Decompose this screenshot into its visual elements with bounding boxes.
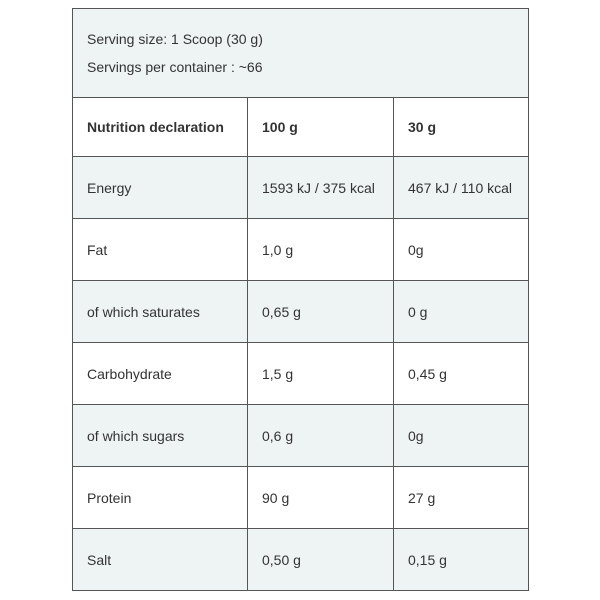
row-value-30g: 27 g [393, 466, 529, 529]
table-row-fat: Fat 1,0 g 0g [72, 218, 529, 281]
row-label: of which saturates [72, 280, 248, 343]
row-value-30g: 0,15 g [393, 528, 529, 591]
row-value-100g: 1593 kJ / 375 kcal [247, 156, 394, 219]
row-label: Protein [72, 466, 248, 529]
table-row-carbohydrate: Carbohydrate 1,5 g 0,45 g [72, 342, 529, 405]
row-label: Fat [72, 218, 248, 281]
serving-info-row: Serving size: 1 Scoop (30 g) Servings pe… [72, 8, 529, 98]
row-label: Salt [72, 528, 248, 591]
row-value-30g: 0,45 g [393, 342, 529, 405]
row-value-30g: 467 kJ / 110 kcal [393, 156, 529, 219]
table-row-protein: Protein 90 g 27 g [72, 466, 529, 529]
row-value-100g: 0,65 g [247, 280, 394, 343]
table-row-salt: Salt 0,50 g 0,15 g [72, 528, 529, 591]
table-row-sugars: of which sugars 0,6 g 0g [72, 404, 529, 467]
table-row-energy: Energy 1593 kJ / 375 kcal 467 kJ / 110 k… [72, 156, 529, 219]
row-value-30g: 0g [393, 404, 529, 467]
row-value-100g: 1,5 g [247, 342, 394, 405]
row-value-100g: 0,50 g [247, 528, 394, 591]
header-30g: 30 g [393, 97, 529, 157]
header-100g: 100 g [247, 97, 394, 157]
servings-per-container: Servings per container : ~66 [87, 59, 263, 75]
serving-info-cell: Serving size: 1 Scoop (30 g) Servings pe… [72, 8, 529, 98]
serving-size: Serving size: 1 Scoop (30 g) [87, 31, 263, 47]
row-value-30g: 0g [393, 218, 529, 281]
row-value-30g: 0 g [393, 280, 529, 343]
row-label: of which sugars [72, 404, 248, 467]
table-row-saturates: of which saturates 0,65 g 0 g [72, 280, 529, 343]
row-value-100g: 0,6 g [247, 404, 394, 467]
nutrition-table: Serving size: 1 Scoop (30 g) Servings pe… [72, 8, 529, 591]
table-header-row: Nutrition declaration 100 g 30 g [72, 97, 529, 157]
row-label: Carbohydrate [72, 342, 248, 405]
row-value-100g: 1,0 g [247, 218, 394, 281]
row-value-100g: 90 g [247, 466, 394, 529]
nutrition-panel: Serving size: 1 Scoop (30 g) Servings pe… [72, 8, 529, 596]
row-label: Energy [72, 156, 248, 219]
header-nutrition-declaration: Nutrition declaration [72, 97, 248, 157]
